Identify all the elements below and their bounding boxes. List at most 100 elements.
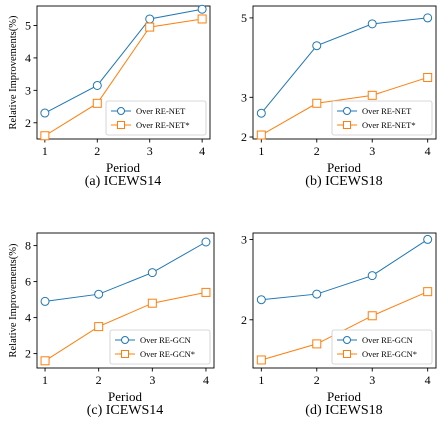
- data-point-circle: [312, 289, 322, 299]
- x-tick-label: 1: [42, 144, 48, 158]
- data-point-circle: [147, 268, 157, 278]
- series-line-2: [261, 76, 428, 136]
- legend-box: [105, 100, 207, 136]
- data-point-circle: [201, 237, 211, 247]
- series-line-1: [44, 241, 207, 302]
- data-point-square: [197, 14, 207, 24]
- legend: Over RE-GCN Over RE-GCN*: [331, 329, 433, 365]
- y-tick-label: 5: [241, 11, 247, 25]
- y-tick-label: 5: [25, 18, 31, 32]
- series-line-1: [44, 8, 203, 114]
- plot-frame: [252, 232, 437, 369]
- data-point-circle: [145, 14, 155, 24]
- legend: Over RE-GCN Over RE-GCN*: [109, 329, 211, 365]
- data-point-circle: [256, 295, 266, 305]
- data-point-circle: [423, 234, 433, 244]
- y-tick-label: 2: [241, 130, 247, 144]
- x-tick-label: 3: [147, 144, 153, 158]
- x-tick-label: 3: [149, 373, 155, 387]
- data-point-square: [367, 90, 377, 100]
- data-point-circle: [367, 19, 377, 29]
- data-point-square: [423, 72, 433, 82]
- legend-label: Over RE-NET: [362, 106, 412, 116]
- legend-box: [331, 100, 433, 136]
- legend-label: Over RE-GCN: [362, 335, 413, 345]
- y-tick-label: 3: [241, 90, 247, 104]
- y-tick-label: 3: [25, 83, 31, 97]
- x-axis-title: Period: [106, 160, 140, 175]
- legend-marker-square: [343, 350, 351, 358]
- data-point-circle: [256, 108, 266, 118]
- legend-label: Over RE-GCN*: [362, 349, 417, 359]
- x-axis-title: Period: [108, 389, 142, 404]
- legend-marker-square: [121, 350, 129, 358]
- x-tick-label: 2: [94, 144, 100, 158]
- panel-caption: (b) ICEWS18: [305, 174, 382, 189]
- data-point-square: [40, 356, 50, 366]
- y-tick-label: 6: [25, 275, 31, 289]
- panel-caption: (c) ICEWS14: [87, 403, 164, 418]
- data-point-circle: [40, 296, 50, 306]
- data-point-square: [92, 98, 102, 108]
- x-axis-title: Period: [327, 160, 361, 175]
- data-point-square: [423, 287, 433, 297]
- legend: Over RE-NET Over RE-NET*: [105, 100, 207, 136]
- y-tick-label: 4: [25, 51, 31, 65]
- x-tick-label: 1: [258, 373, 264, 387]
- data-point-square: [201, 287, 211, 297]
- legend-marker-square: [343, 121, 351, 129]
- y-tick-label: 8: [25, 239, 31, 253]
- legend-label: Over RE-GCN: [140, 335, 191, 345]
- data-point-square: [367, 311, 377, 321]
- data-point-square: [40, 131, 50, 141]
- y-tick-label: 2: [25, 116, 31, 130]
- x-tick-label: 4: [203, 373, 209, 387]
- legend-marker-circle: [117, 107, 125, 115]
- y-axis-title: Relative Improvements(%): [8, 15, 19, 130]
- legend-box: [109, 329, 211, 365]
- series-line-2: [44, 18, 203, 137]
- legend-marker-circle: [343, 107, 351, 115]
- data-point-circle: [312, 41, 322, 51]
- x-tick-label: 3: [369, 373, 375, 387]
- data-point-square: [145, 22, 155, 32]
- series-line-2: [44, 291, 207, 362]
- data-point-circle: [197, 4, 207, 14]
- data-point-circle: [367, 271, 377, 281]
- x-tick-label: 1: [258, 144, 264, 158]
- legend-label: Over RE-NET*: [362, 120, 416, 130]
- y-tick-label: 2: [241, 313, 247, 327]
- data-point-circle: [423, 13, 433, 23]
- data-point-square: [94, 322, 104, 332]
- series-line-1: [261, 239, 428, 301]
- legend-marker-square: [117, 121, 125, 129]
- x-tick-label: 1: [42, 373, 48, 387]
- legend-marker-circle: [121, 336, 129, 344]
- y-tick-label: 2: [25, 347, 31, 361]
- panel-caption: (a) ICEWS14: [85, 174, 162, 189]
- data-point-square: [256, 130, 266, 140]
- x-tick-label: 4: [199, 144, 205, 158]
- y-axis-title: Relative Improvements(%): [8, 243, 19, 358]
- x-tick-label: 4: [425, 144, 431, 158]
- series-line-1: [260, 17, 428, 114]
- x-tick-label: 2: [314, 373, 320, 387]
- plot-frame: [252, 5, 437, 140]
- legend: Over RE-NET Over RE-NET*: [331, 100, 433, 136]
- x-tick-label: 2: [314, 144, 320, 158]
- plot-frame: [36, 232, 215, 369]
- data-point-square: [312, 339, 322, 349]
- x-axis-title: Period: [327, 389, 361, 404]
- data-point-circle: [94, 289, 104, 299]
- y-tick-label: 3: [241, 232, 247, 246]
- x-tick-label: 4: [425, 373, 431, 387]
- legend-label: Over RE-NET: [136, 106, 186, 116]
- data-point-square: [312, 98, 322, 108]
- data-point-circle: [92, 80, 102, 90]
- legend-label: Over RE-NET*: [136, 120, 190, 130]
